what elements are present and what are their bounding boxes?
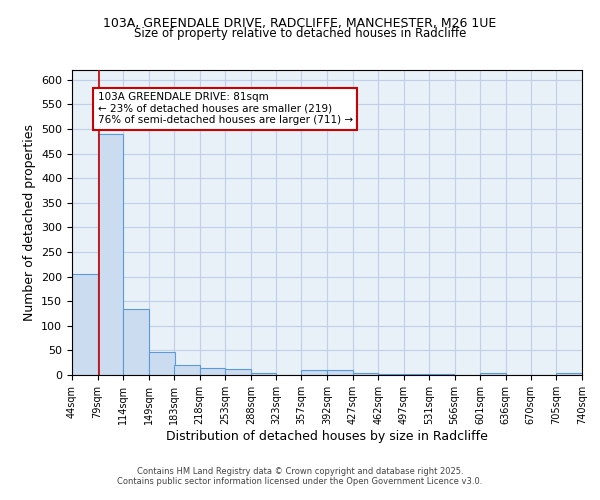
Bar (225, 368, 251, 375)
Bar (327, 370, 353, 375)
X-axis label: Distribution of detached houses by size in Radcliffe: Distribution of detached houses by size … (166, 430, 488, 442)
Bar (251, 372, 277, 375)
Bar (378, 374, 404, 375)
Bar (149, 352, 175, 375)
Y-axis label: Number of detached properties: Number of detached properties (23, 124, 35, 321)
Text: 103A GREENDALE DRIVE: 81sqm
← 23% of detached houses are smaller (219)
76% of se: 103A GREENDALE DRIVE: 81sqm ← 23% of det… (98, 92, 353, 126)
Bar (301, 370, 327, 375)
Bar (353, 373, 378, 375)
Text: Contains HM Land Registry data © Crown copyright and database right 2025.: Contains HM Land Registry data © Crown c… (137, 467, 463, 476)
Bar (174, 364, 199, 375)
Text: Contains public sector information licensed under the Open Government Licence v3: Contains public sector information licen… (118, 477, 482, 486)
Text: 103A, GREENDALE DRIVE, RADCLIFFE, MANCHESTER, M26 1UE: 103A, GREENDALE DRIVE, RADCLIFFE, MANCHE… (103, 18, 497, 30)
Bar (72, 274, 98, 375)
Bar (404, 374, 430, 375)
Bar (98, 134, 123, 375)
Bar (123, 308, 149, 375)
Bar (199, 368, 225, 375)
Bar (429, 374, 455, 375)
Text: Size of property relative to detached houses in Radcliffe: Size of property relative to detached ho… (134, 28, 466, 40)
Bar (480, 372, 506, 375)
Bar (556, 372, 582, 375)
